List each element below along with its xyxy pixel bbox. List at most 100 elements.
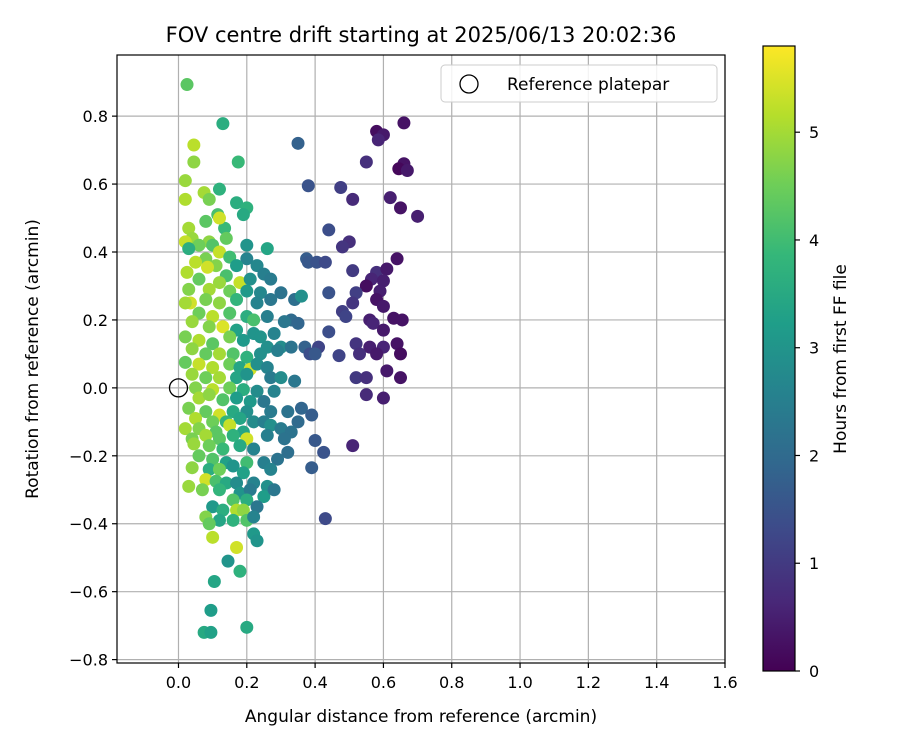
- data-point: [322, 325, 336, 339]
- data-point: [192, 391, 206, 405]
- data-point: [206, 310, 220, 324]
- data-point: [400, 163, 414, 177]
- data-point: [353, 347, 367, 361]
- data-point: [206, 360, 220, 374]
- colorbar-label: Hours from first FF file: [831, 264, 851, 454]
- colorbar-tick-label: 0: [809, 662, 819, 681]
- x-tick-label: 0.4: [302, 673, 327, 692]
- data-point: [212, 371, 226, 385]
- data-point: [346, 192, 360, 206]
- data-point: [182, 221, 196, 235]
- data-point: [247, 510, 261, 524]
- data-point: [260, 242, 274, 256]
- data-point: [199, 371, 213, 385]
- data-point: [359, 388, 373, 402]
- data-point: [216, 503, 230, 517]
- x-tick-label: 1.2: [576, 673, 601, 692]
- data-point: [212, 483, 226, 497]
- data-point: [394, 347, 408, 361]
- data-point: [271, 452, 285, 466]
- data-point: [201, 260, 215, 274]
- y-tick-label: 0.0: [83, 379, 108, 398]
- data-point: [264, 293, 278, 307]
- x-tick-label: 0.6: [371, 673, 396, 692]
- data-point: [216, 442, 230, 456]
- data-point: [236, 208, 250, 222]
- data-point: [346, 296, 360, 310]
- data-point: [189, 411, 203, 425]
- y-tick-label: −0.8: [69, 651, 108, 670]
- x-tick-label: 1.0: [507, 673, 532, 692]
- data-point: [411, 209, 425, 223]
- data-point: [291, 136, 305, 150]
- data-point: [182, 282, 196, 296]
- data-point: [301, 179, 315, 193]
- data-point: [199, 293, 213, 307]
- data-point: [349, 371, 363, 385]
- data-point: [247, 313, 261, 327]
- data-point: [212, 276, 226, 290]
- data-point: [199, 428, 213, 442]
- data-point: [212, 296, 226, 310]
- data-point: [240, 367, 254, 381]
- data-point: [236, 466, 250, 480]
- data-point: [180, 265, 194, 279]
- data-point: [189, 255, 203, 269]
- colorbar: 0 1 2 3 4 5 Hours from first FF file: [762, 45, 851, 681]
- data-point: [199, 405, 213, 419]
- y-tick-label: −0.6: [69, 583, 108, 602]
- data-point: [257, 394, 271, 408]
- legend: Reference platepar: [440, 64, 718, 103]
- data-point: [264, 371, 278, 385]
- data-point: [267, 384, 281, 398]
- data-point: [253, 330, 267, 344]
- data-point: [178, 296, 192, 310]
- data-point: [187, 138, 201, 152]
- data-point: [308, 434, 322, 448]
- data-point: [253, 347, 267, 361]
- data-point: [397, 116, 411, 130]
- data-point: [206, 415, 220, 429]
- data-point: [240, 252, 254, 266]
- data-point: [335, 240, 349, 254]
- y-tick-label: 0.2: [83, 311, 108, 330]
- data-point: [216, 320, 230, 334]
- data-point: [359, 371, 373, 385]
- data-point: [202, 282, 216, 296]
- colorbar-tick-label: 2: [809, 446, 819, 465]
- data-point: [230, 196, 244, 210]
- data-point: [240, 493, 254, 507]
- data-point: [264, 272, 278, 286]
- x-tick-label: 0.8: [439, 673, 464, 692]
- data-point: [212, 462, 226, 476]
- data-point: [394, 371, 408, 385]
- data-point: [189, 381, 203, 395]
- data-point: [218, 221, 232, 235]
- data-point: [226, 428, 240, 442]
- data-point: [204, 625, 218, 639]
- data-point: [223, 306, 237, 320]
- data-point: [291, 316, 305, 330]
- data-point: [308, 347, 322, 361]
- x-tick-label: 0.2: [234, 673, 259, 692]
- colorbar-bar: [762, 45, 796, 672]
- data-point: [223, 357, 237, 371]
- data-point: [277, 432, 291, 446]
- x-tick-label: 1.6: [712, 673, 737, 692]
- data-point: [206, 530, 220, 544]
- data-point: [366, 316, 380, 330]
- data-point: [376, 391, 390, 405]
- legend-marker: [459, 74, 479, 94]
- data-point: [223, 330, 237, 344]
- data-point: [212, 432, 226, 446]
- data-point: [243, 394, 257, 408]
- y-axis-label: Rotation from reference (arcmin): [23, 219, 43, 499]
- data-point: [376, 323, 390, 337]
- x-axis-ticks: 0.0 0.2 0.4 0.6 0.8 1.0 1.2 1.4 1.6: [166, 663, 738, 692]
- data-point: [250, 296, 264, 310]
- data-point: [291, 415, 305, 429]
- data-point: [376, 299, 390, 313]
- data-point: [322, 286, 336, 300]
- data-point: [185, 315, 199, 329]
